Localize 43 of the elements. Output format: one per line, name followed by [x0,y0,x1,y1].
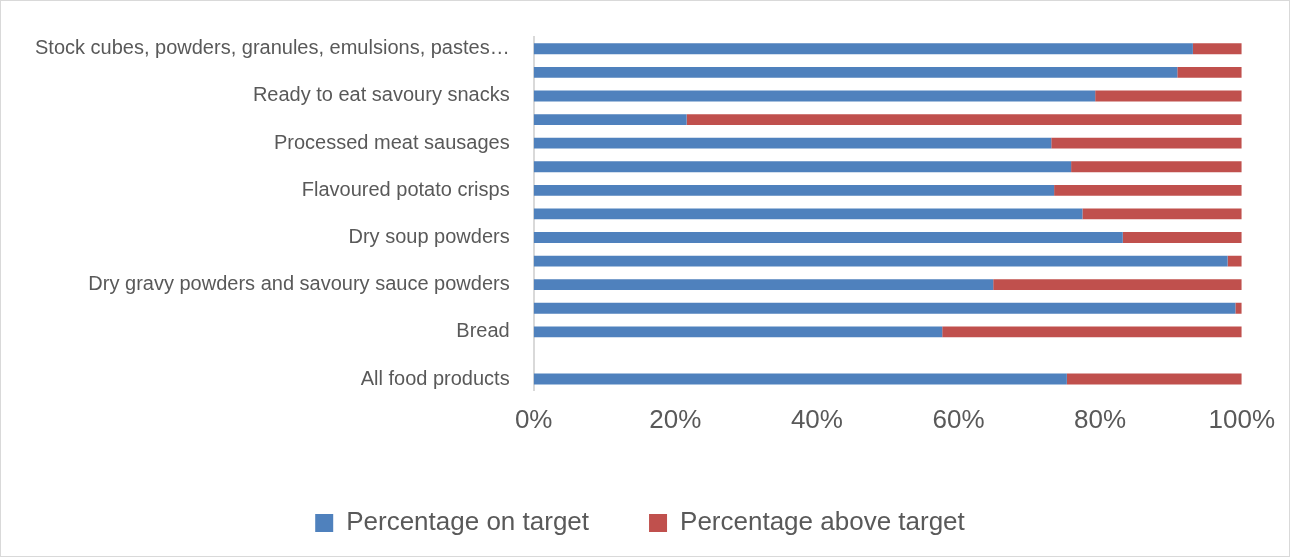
x-tick-label: 40% [790,403,843,434]
bar [533,326,943,338]
bar [686,114,1242,125]
bar [1071,161,1242,173]
legend-label: Percentage above target [680,506,966,537]
bar [533,302,1236,314]
bar [1177,66,1242,78]
bar [1082,208,1242,220]
bar [533,184,1055,196]
bar [533,43,1193,55]
legend-label: Percentage on target [346,506,590,537]
bar [533,114,687,125]
x-tick-label: 80% [1074,403,1127,434]
bar [1054,184,1242,196]
bar [533,208,1083,220]
y-tick-label: Dry soup powders [348,225,510,247]
bar [1122,232,1242,243]
bar [942,326,1242,338]
bar [1066,373,1242,385]
bar [533,255,1228,267]
bar [533,232,1123,243]
y-tick-label: Flavoured potato crisps [301,177,510,200]
bar [533,66,1178,78]
y-tick-label: Ready to eat savoury snacks [252,83,510,106]
bar [533,90,1096,102]
bar [1235,302,1242,314]
bar [1051,137,1242,149]
y-tick-label: All food products [360,366,510,389]
y-tick-label: Stock cubes, powders, granules, emulsions, pastes… [34,36,510,59]
bar [993,279,1242,291]
bar [533,279,994,291]
y-tick-label: Processed meat sausages [273,130,510,153]
bar [1192,43,1242,55]
bar [533,161,1072,173]
bar [533,373,1067,385]
y-tick-label: Bread [456,319,510,342]
y-tick-label: Dry gravy powders and savoury sauce powders [88,272,510,295]
bar [533,137,1052,149]
x-tick-label: 100% [1208,403,1275,434]
x-tick-label: 60% [932,403,985,434]
x-tick-label: 0% [514,403,553,434]
bar [1095,90,1242,102]
x-tick-label: 20% [649,403,702,434]
